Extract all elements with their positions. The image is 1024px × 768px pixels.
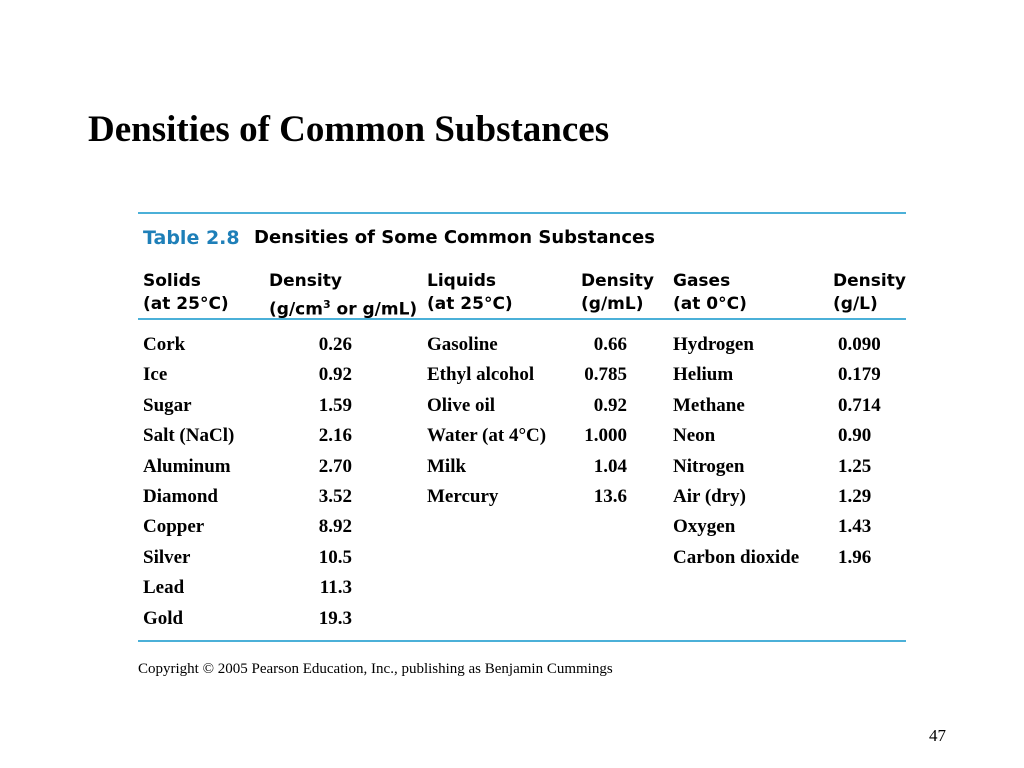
solids-density-cell: 19.3 <box>318 607 352 629</box>
liquids-density-label: Density <box>581 271 654 291</box>
solids-name-cell: Aluminum <box>143 455 231 477</box>
solids-density-cell: 1.59 <box>318 394 352 416</box>
solids-density-cell: 2.70 <box>318 455 352 477</box>
solids-name-cell: Lead <box>143 577 185 599</box>
bottom-rule <box>138 640 906 642</box>
liquids-density-cell: 0.66 <box>593 334 627 355</box>
column-headers: Solids (at 25°C) Density (g/cm3 or g/mL)… <box>138 262 906 320</box>
solids-density-unit-sup: 3 <box>322 298 331 311</box>
density-table-figure: Table 2.8 Densities of Some Common Subst… <box>138 212 906 642</box>
gases-name-cell: Hydrogen <box>673 334 754 355</box>
gases-density-cell: 0.90 <box>838 425 872 447</box>
gases-density-cell: 0.090 <box>838 334 881 355</box>
solids-density-cell: 0.92 <box>318 364 352 386</box>
col-header-solids: Solids (at 25°C) <box>143 270 229 316</box>
solids-density-cell: 8.92 <box>318 516 352 538</box>
solids-name-cell: Ice <box>143 364 168 386</box>
liquids-condition: (at 25°C) <box>427 294 513 314</box>
solids-density-cell: 10.5 <box>318 546 352 568</box>
copyright-notice: Copyright © 2005 Pearson Education, Inc.… <box>138 661 613 677</box>
gases-name-cell: Methane <box>673 394 745 416</box>
gases-density-unit: (g/L) <box>833 294 878 314</box>
liquids-density-cell: 13.6 <box>593 486 627 507</box>
liquids-density-cell: 1.000 <box>584 425 627 447</box>
solids-density-label: Density <box>269 271 342 291</box>
solids-name-cell: Copper <box>143 516 205 538</box>
solids-density-cell: 11.3 <box>319 577 352 599</box>
col-header-gases-density: Density (g/L) <box>833 270 906 316</box>
solids-density-cell: 3.52 <box>318 486 352 507</box>
gases-density-cell: 1.29 <box>838 486 872 507</box>
solids-label: Solids <box>143 271 201 291</box>
gases-density-label: Density <box>833 271 906 291</box>
page-number: 47 <box>929 726 946 745</box>
gases-density-cell: 0.714 <box>838 394 881 416</box>
header-rule <box>138 318 906 320</box>
gases-name-cell: Oxygen <box>673 516 736 538</box>
liquids-density-unit: (g/mL) <box>581 294 644 314</box>
liquids-density-cell: 0.785 <box>584 364 627 386</box>
table-header: Table 2.8 Densities of Some Common Subst… <box>138 214 906 262</box>
table-body: Cork 0.26 Ice 0.92 Sugar 1.59 Salt (NaCl) 2.16 A… <box>138 320 906 640</box>
liquids-density-cell: 0.92 <box>593 394 627 416</box>
liquids-name-cell: Gasoline <box>427 334 498 355</box>
liquids-name-cell: Water (at 4°C) <box>427 425 547 447</box>
solids-condition: (at 25°C) <box>143 294 229 314</box>
liquids-name-cell: Olive oil <box>427 394 496 416</box>
table-number: Table 2.8 <box>143 227 240 249</box>
gases-condition: (at 0°C) <box>673 294 747 314</box>
solids-density-cell: 2.16 <box>318 425 352 447</box>
solids-density-unit-b: or g/mL) <box>330 299 418 320</box>
col-header-solids-density: Density (g/cm3 or g/mL) <box>269 270 417 322</box>
col-header-gases: Gases (at 0°C) <box>673 270 747 316</box>
liquids-name-cell: Ethyl alcohol <box>427 364 535 386</box>
solids-name-cell: Silver <box>143 546 191 568</box>
solids-density-unit-a: (g/cm <box>269 299 323 320</box>
liquids-label: Liquids <box>427 271 497 291</box>
solids-name-cell: Gold <box>143 607 184 629</box>
liquids-density-cell: 1.04 <box>593 455 627 477</box>
solids-name-cell: Sugar <box>143 394 192 416</box>
top-rule <box>138 212 906 214</box>
gases-name-cell: Neon <box>673 425 716 447</box>
solids-name-cell: Cork <box>143 334 186 355</box>
liquids-name-cell: Mercury <box>427 486 499 507</box>
gases-name-cell: Nitrogen <box>673 455 745 477</box>
gases-name-cell: Helium <box>673 364 734 386</box>
gases-density-cell: 0.179 <box>838 364 881 386</box>
solids-name-cell: Diamond <box>143 486 218 507</box>
col-header-liquids: Liquids (at 25°C) <box>427 270 513 316</box>
table-caption: Densities of Some Common Substances <box>254 227 655 248</box>
gases-density-cell: 1.43 <box>838 516 872 538</box>
gases-name-cell: Carbon dioxide <box>673 546 800 568</box>
slide-title: Densities of Common Substances <box>88 109 610 150</box>
solids-name-cell: Salt (NaCl) <box>143 425 235 447</box>
gases-label: Gases <box>673 271 731 291</box>
solids-density-cell: 0.26 <box>318 334 352 355</box>
gases-density-cell: 1.96 <box>838 546 872 568</box>
col-header-liquids-density: Density (g/mL) <box>581 270 654 316</box>
gases-name-cell: Air (dry) <box>673 486 746 507</box>
gases-density-cell: 1.25 <box>838 455 872 477</box>
liquids-name-cell: Milk <box>427 455 467 477</box>
